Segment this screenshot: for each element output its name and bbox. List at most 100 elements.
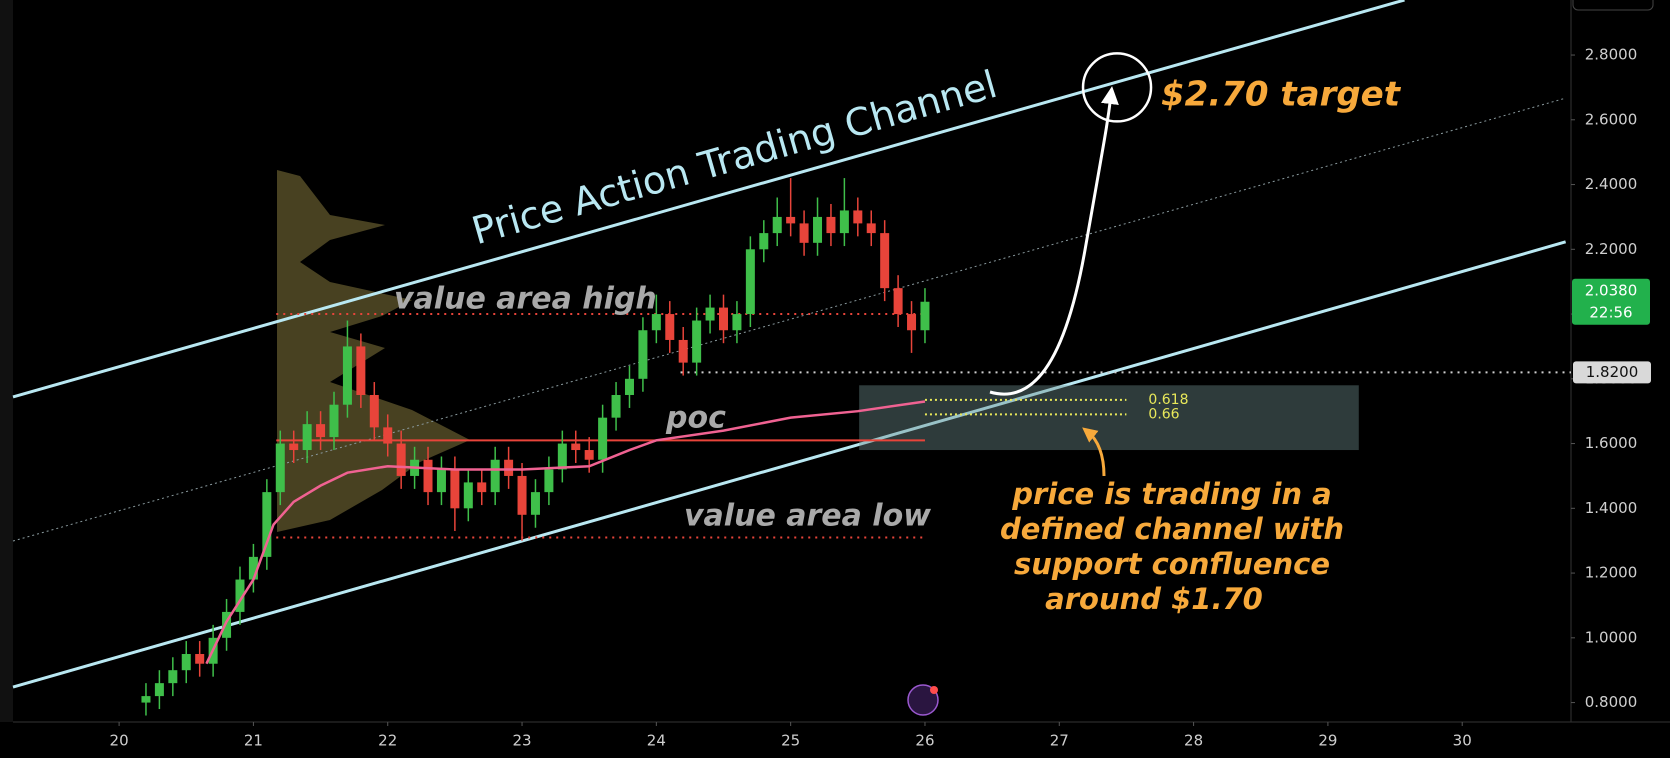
- note-arrow: [1082, 427, 1106, 477]
- candle-body: [262, 492, 272, 557]
- candle-body: [168, 670, 178, 684]
- x-tick-label: 24: [647, 732, 666, 750]
- candle-body: [463, 482, 473, 509]
- candle-body: [880, 233, 890, 289]
- x-tick-label: 29: [1318, 732, 1337, 750]
- candle-body: [383, 427, 393, 444]
- x-tick-label: 27: [1050, 732, 1069, 750]
- candle-body: [544, 469, 554, 493]
- countdown-label: 22:56: [1589, 303, 1632, 321]
- level-price-label: 1.8200: [1586, 363, 1639, 381]
- x-tick-label: 25: [781, 732, 800, 750]
- candle-body: [907, 314, 917, 331]
- candle-body: [342, 346, 352, 405]
- candle-body: [571, 443, 581, 451]
- candle-body: [356, 346, 366, 395]
- candle-body: [624, 378, 634, 395]
- fib-label: 0.66: [1148, 406, 1179, 422]
- candle-body: [316, 424, 326, 438]
- candle-body: [678, 339, 688, 363]
- x-tick-label: 21: [244, 732, 263, 750]
- note-line: defined channel with: [1000, 512, 1344, 546]
- candle-body: [235, 579, 245, 612]
- candle-body: [436, 469, 446, 493]
- level-label: value area low: [684, 499, 931, 534]
- candle-body: [786, 216, 796, 224]
- channel-lower: [12, 240, 1567, 689]
- candle-body: [598, 417, 608, 460]
- channel-title: Price Action Trading Channel: [467, 62, 1002, 253]
- level-price-box: [1573, 361, 1651, 384]
- alert-dot: [930, 686, 938, 694]
- channel-middle: [12, 97, 1566, 542]
- level-label: value area high: [394, 282, 657, 317]
- alert-icon[interactable]: [907, 684, 939, 716]
- target-circle: [1081, 52, 1153, 123]
- candle-body: [611, 394, 621, 418]
- candle-body: [665, 314, 675, 340]
- candle-body: [745, 249, 755, 315]
- last-price-box: [1572, 278, 1650, 325]
- candle-body: [289, 443, 299, 451]
- candle-body: [759, 233, 769, 250]
- candle-body: [692, 320, 702, 363]
- note-line: support confluence: [1014, 547, 1330, 581]
- candle-body: [651, 314, 661, 331]
- last-price-label: 2.0380: [1585, 281, 1638, 299]
- candle-body: [557, 443, 567, 470]
- candle-body: [222, 611, 232, 638]
- candle-body: [732, 314, 742, 331]
- y-tick-label: 2.2000: [1585, 240, 1638, 258]
- candle-body: [813, 216, 823, 243]
- candle-body: [920, 301, 930, 331]
- candle-body: [893, 288, 903, 315]
- candle-body: [826, 216, 836, 234]
- x-tick-label: 22: [378, 732, 397, 750]
- candle-body: [490, 459, 500, 493]
- candle-body: [638, 330, 648, 379]
- y-tick-label: 0.8000: [1585, 693, 1638, 711]
- note-line: around $1.70: [1045, 582, 1263, 616]
- y-tick-label: 2.6000: [1585, 110, 1638, 128]
- y-tick-label: 1.6000: [1585, 434, 1638, 452]
- candle-body: [799, 223, 809, 243]
- y-tick-label: 2.4000: [1585, 175, 1638, 193]
- candle-body: [302, 424, 312, 451]
- x-tick-label: 30: [1453, 732, 1472, 750]
- candle-body: [181, 654, 191, 671]
- candle-body: [772, 216, 782, 234]
- candle-body: [530, 492, 540, 515]
- candle-body: [504, 459, 514, 476]
- candle-body: [853, 210, 863, 224]
- bottom-edge: [0, 758, 1670, 766]
- candle-body: [396, 443, 406, 476]
- left-edge: [0, 0, 13, 722]
- channel-upper: [12, 0, 1405, 399]
- candle-body: [423, 459, 433, 493]
- candle-body: [517, 475, 527, 515]
- note-line: price is trading in a: [1011, 477, 1331, 511]
- candle-body: [866, 223, 876, 234]
- volume-profile: [277, 170, 470, 532]
- vwap-line: [205, 400, 926, 665]
- candle-body: [195, 654, 205, 664]
- candle-body: [705, 307, 715, 321]
- candle-body: [275, 443, 285, 493]
- x-tick-label: 28: [1184, 732, 1203, 750]
- candle-body: [141, 696, 151, 703]
- candle-body: [154, 683, 164, 697]
- y-tick-label: 1.2000: [1585, 564, 1638, 582]
- candle-body: [839, 210, 849, 234]
- x-tick-label: 26: [915, 732, 934, 750]
- x-tick-label: 20: [110, 732, 129, 750]
- y-tick-label: 2.8000: [1585, 46, 1638, 64]
- toolbar-button[interactable]: [1572, 0, 1654, 11]
- candle-body: [329, 404, 339, 438]
- candle-body: [719, 307, 729, 331]
- target-arrow: [989, 86, 1119, 396]
- x-tick-label: 23: [512, 732, 531, 750]
- fib-zone: [859, 385, 1359, 451]
- target-label: $2.70 target: [1161, 75, 1402, 115]
